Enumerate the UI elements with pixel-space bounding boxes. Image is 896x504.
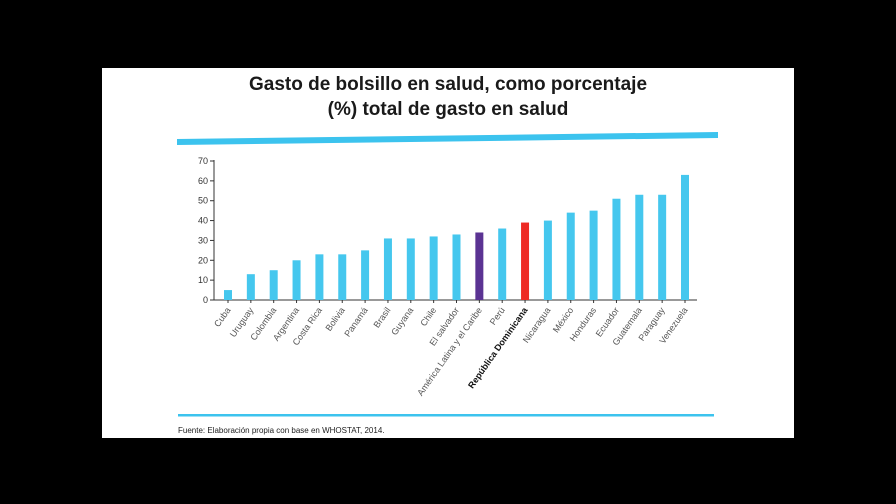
x-tick-label: Brasil	[371, 305, 392, 329]
bar	[498, 228, 507, 300]
bars	[224, 174, 689, 300]
bar	[612, 198, 621, 300]
bar-chart: 0 10 20 30 40 50 60 70 CubaUruguayColombiaArgen…	[177, 132, 718, 417]
bar	[269, 270, 278, 300]
bar	[338, 254, 347, 300]
x-tick-label: Chile	[418, 305, 438, 328]
bar	[452, 234, 461, 300]
y-tick-label: 30	[198, 235, 208, 245]
bar	[361, 250, 370, 300]
y-tick-label: 0	[203, 295, 208, 305]
chart-title-line-2: (%) total de gasto en salud	[327, 99, 569, 120]
bar	[246, 274, 255, 300]
bar	[635, 194, 644, 300]
bar	[589, 210, 598, 300]
chart-title-line-1: Gasto de bolsillo en salud, como porcent…	[248, 74, 648, 95]
y-tick-label: 40	[198, 216, 208, 226]
bar	[292, 260, 301, 300]
y-tick-label: 20	[198, 255, 208, 265]
x-tick-label: Cuba	[212, 305, 233, 328]
y-tick-label: 60	[198, 176, 208, 186]
bar	[681, 174, 689, 300]
bar	[383, 238, 392, 300]
bottom-accent-line	[178, 414, 714, 417]
bar	[224, 290, 232, 300]
y-tick-label: 50	[198, 196, 208, 206]
bar	[429, 236, 438, 300]
bar	[566, 212, 575, 300]
x-tick-label: Panamá	[342, 305, 369, 338]
chart-card: 0 10 20 30 40 50 60 70 Cuba Uruguay Colombia Argen…	[102, 68, 794, 438]
top-accent-band	[177, 132, 718, 145]
bar	[658, 194, 667, 300]
x-tick-label: Perú	[488, 305, 507, 326]
y-tick-label: 70	[198, 156, 208, 166]
x-tick-label: Bolivia	[323, 305, 346, 332]
bar	[315, 254, 324, 300]
bar	[406, 238, 415, 300]
bar	[521, 222, 530, 300]
source-note: Fuente: Elaboración propia con base en W…	[178, 426, 385, 435]
x-tick-label: Guyana	[389, 305, 415, 337]
chart-title: Gasto de bolsillo en salud, como porcent…	[102, 72, 794, 122]
bar	[543, 220, 552, 300]
bar	[475, 232, 484, 300]
y-tick-label: 10	[198, 275, 208, 285]
